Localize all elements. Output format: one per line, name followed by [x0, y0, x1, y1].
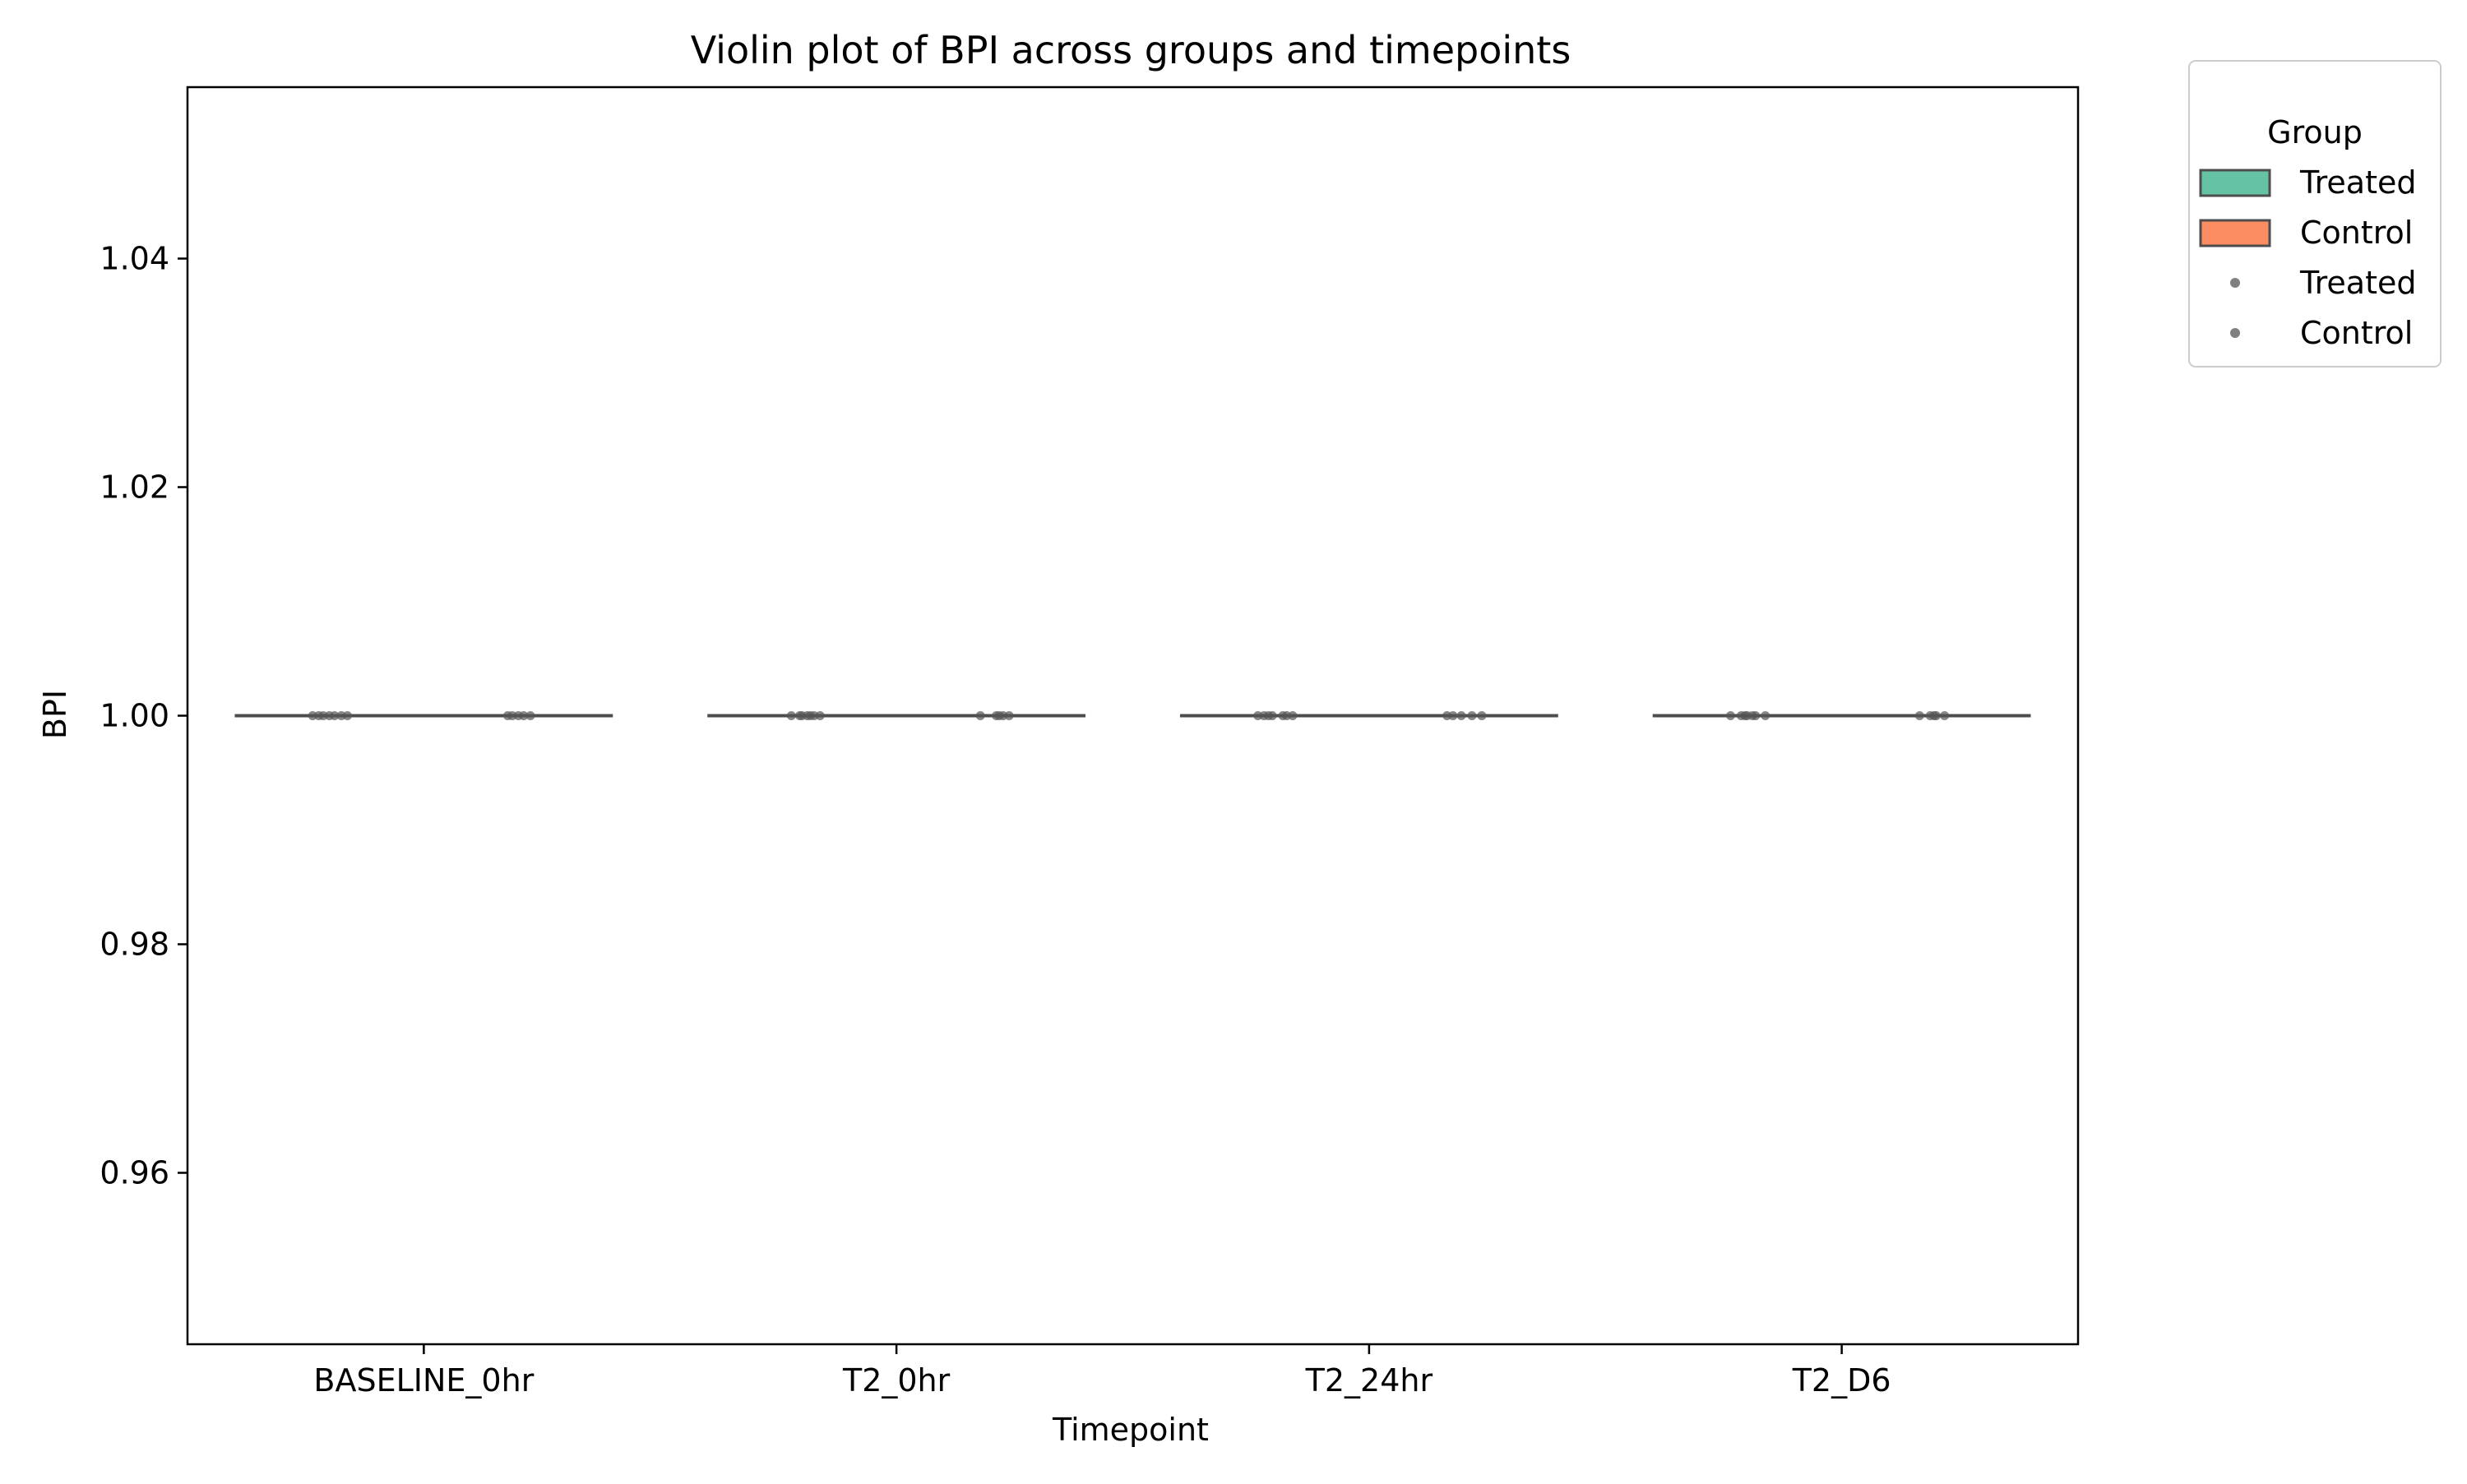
legend-label-control: Control — [2300, 315, 2413, 351]
point-treated-T2_0hr — [805, 711, 815, 720]
point-treated-T2_24hr — [1253, 711, 1263, 720]
point-control-T2_24hr — [1467, 711, 1477, 720]
point-control-T2_0hr — [975, 711, 985, 720]
point-control-BASELINE_0hr — [525, 711, 535, 720]
legend-label-treated: Treated — [2299, 164, 2416, 201]
legend-label-control: Control — [2300, 215, 2413, 251]
x-axis-label: Timepoint — [1052, 1412, 1209, 1448]
point-treated-T2_0hr — [815, 711, 825, 720]
point-treated-BASELINE_0hr — [314, 711, 324, 720]
y-tick-label: 0.98 — [100, 927, 169, 963]
point-control-T2_D6 — [1940, 711, 1950, 720]
point-control-BASELINE_0hr — [502, 711, 512, 720]
point-treated-T2_D6 — [1725, 711, 1735, 720]
point-treated-T2_0hr — [786, 711, 796, 720]
point-control-T2_D6 — [1914, 711, 1924, 720]
point-treated-T2_24hr — [1278, 711, 1288, 720]
y-tick-label: 1.00 — [100, 698, 169, 734]
x-tick-label: BASELINE_0hr — [313, 1362, 534, 1398]
point-treated-BASELINE_0hr — [330, 711, 340, 720]
point-control-T2_0hr — [1004, 711, 1014, 720]
point-control-T2_0hr — [994, 711, 1004, 720]
chart-title: Violin plot of BPI across groups and tim… — [691, 28, 1571, 72]
point-control-T2_D6 — [1932, 711, 1942, 720]
legend-entries: Treated Control Treated Control — [2199, 164, 2416, 351]
data-layer — [234, 711, 2031, 720]
y-axis-label: BPI — [37, 690, 73, 739]
point-treated-T2_24hr — [1264, 711, 1274, 720]
point-treated-T2_24hr — [1288, 711, 1298, 720]
legend-swatch-treated — [2199, 169, 2271, 197]
y-tick-label: 0.96 — [100, 1155, 169, 1191]
point-control-T2_24hr — [1456, 711, 1466, 720]
legend-frame — [2188, 60, 2442, 368]
y-tick-label: 1.04 — [100, 241, 169, 277]
x-tick-label: T2_24hr — [1305, 1362, 1433, 1398]
point-treated-T2_D6 — [1747, 711, 1757, 720]
x-tick-label: T2_0hr — [842, 1362, 951, 1398]
point-control-T2_24hr — [1477, 711, 1487, 720]
legend: Group Treated Control Treated Control — [2188, 60, 2442, 368]
legend-marker-control — [2230, 328, 2240, 338]
legend-marker-treated — [2230, 278, 2240, 288]
legend-label-treated: Treated — [2299, 265, 2416, 301]
legend-swatch-control — [2199, 219, 2271, 247]
legend-title: Group — [2267, 114, 2363, 150]
point-control-BASELINE_0hr — [519, 711, 529, 720]
x-tick-label: T2_D6 — [1792, 1362, 1891, 1398]
axes-layer: 0.96 0.98 1.00 1.02 1.04 BASELINE_0hr T2_0hr T2… — [100, 86, 2080, 1398]
point-control-T2_24hr — [1442, 711, 1452, 720]
point-treated-BASELINE_0hr — [342, 711, 352, 720]
y-tick-label: 1.02 — [100, 469, 169, 506]
point-treated-T2_0hr — [794, 711, 804, 720]
point-treated-T2_D6 — [1761, 711, 1770, 720]
